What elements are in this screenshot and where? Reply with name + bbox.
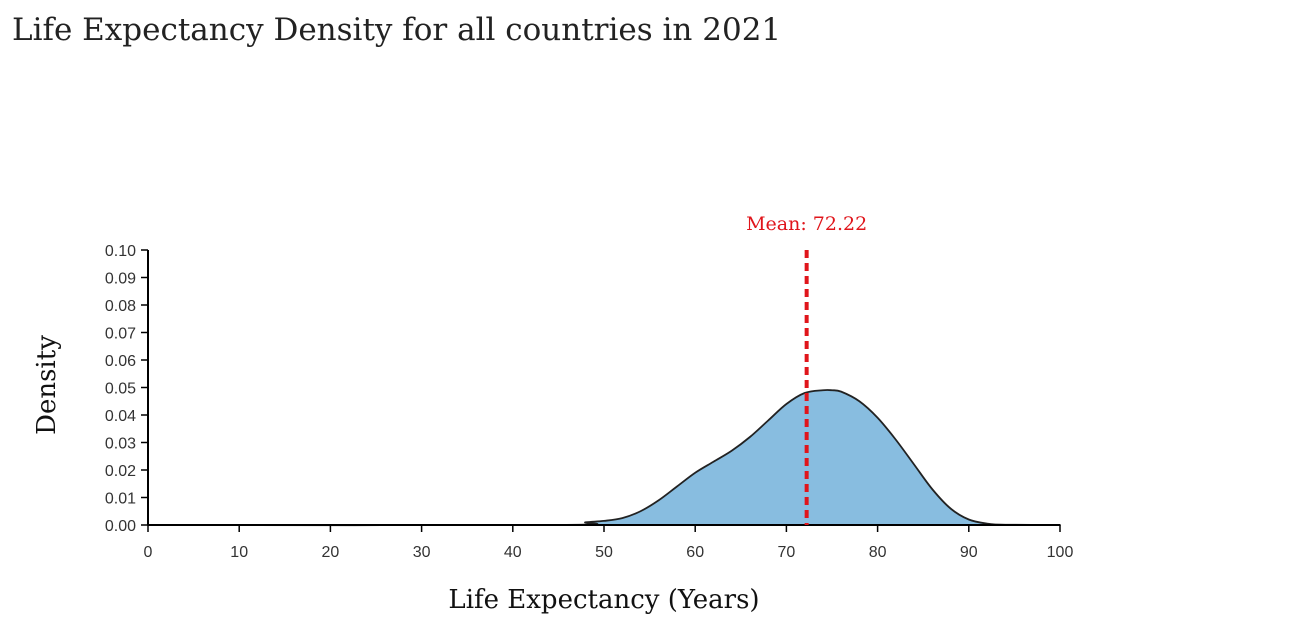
mean-label: Mean: 72.22 — [746, 213, 867, 235]
x-tick-label: 60 — [686, 544, 704, 561]
y-tick-label: 0.00 — [105, 518, 136, 535]
y-tick-label: 0.06 — [105, 353, 136, 370]
x-axis-title: Life Expectancy (Years) — [448, 585, 759, 615]
x-tick-label: 30 — [413, 544, 431, 561]
plot-area: 0 10 20 30 40 50 60 70 80 90 100 0.00 0.01 0.02 0.03 0.… — [105, 213, 1074, 561]
x-tick-label: 10 — [230, 544, 248, 561]
x-tick-label: 70 — [778, 544, 796, 561]
y-tick-label: 0.04 — [105, 408, 136, 425]
y-tick-label: 0.03 — [105, 436, 136, 453]
x-tick-label: 90 — [960, 544, 978, 561]
x-tick-label: 20 — [322, 544, 340, 561]
y-axis-title: Density — [32, 335, 62, 435]
density-area — [147, 389, 1061, 527]
x-tick-label: 100 — [1047, 544, 1074, 561]
y-tick-label: 0.09 — [105, 271, 136, 288]
y-tick-label: 0.08 — [105, 298, 136, 315]
page-title: Life Expectancy Density for all countrie… — [12, 12, 782, 48]
y-tick-label: 0.05 — [105, 381, 136, 398]
x-tick-label: 40 — [504, 544, 522, 561]
x-tick-label: 0 — [144, 544, 153, 561]
y-tick-label: 0.02 — [105, 463, 136, 480]
y-tick-label: 0.10 — [105, 243, 136, 260]
y-tick-label: 0.01 — [105, 491, 136, 508]
x-tick-label: 50 — [595, 544, 613, 561]
x-tick-label: 80 — [869, 544, 887, 561]
y-tick-label: 0.07 — [105, 326, 136, 343]
